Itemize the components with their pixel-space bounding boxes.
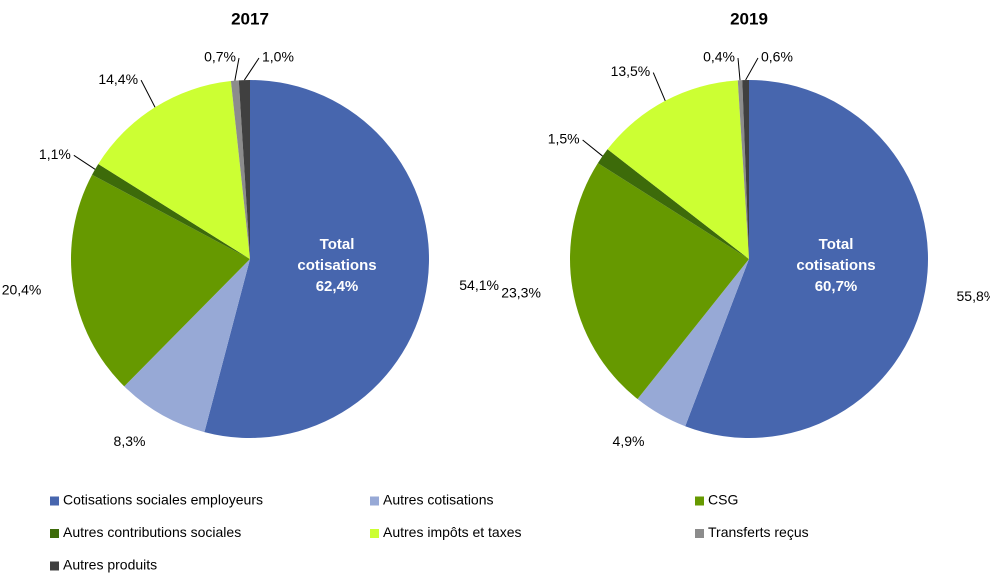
pie-slice [230, 80, 250, 260]
pie-slice [569, 163, 749, 400]
legend-label: Cotisations sociales employeurs [63, 492, 263, 508]
leader-line [234, 57, 240, 81]
legend-label: Autres cotisations [383, 492, 494, 508]
legend-label: Autres contributions sociales [63, 524, 241, 540]
pie-slice [204, 80, 429, 438]
pie-slice [685, 80, 928, 439]
data-label: 8,3% [114, 433, 146, 449]
data-label: 0,6% [761, 49, 793, 65]
pie-slice [92, 164, 250, 259]
leader-line [737, 57, 741, 81]
pie-slice [124, 259, 250, 433]
center-annotation: 60,7% [815, 278, 858, 295]
data-label: 1,1% [39, 146, 71, 162]
center-annotation: 62,4% [316, 278, 359, 295]
legend-label: Autres produits [63, 557, 157, 573]
data-label: 23,3% [501, 285, 541, 301]
data-label: 20,4% [2, 281, 42, 297]
center-annotation: cotisations [796, 257, 875, 274]
data-label: 1,0% [262, 49, 294, 65]
leader-line [652, 72, 666, 102]
pie-slice [607, 80, 749, 260]
data-label: 0,4% [703, 49, 735, 65]
pie-slice [742, 80, 749, 259]
center-annotation: cotisations [297, 257, 376, 274]
legend-swatch [695, 529, 704, 538]
leader-line [582, 139, 603, 157]
data-label: 0,7% [204, 49, 236, 65]
pie-slice [98, 81, 250, 259]
chart-title: 2019 [730, 9, 768, 28]
legend-swatch [695, 496, 704, 506]
leader-line [745, 57, 759, 81]
center-annotation: Total [819, 236, 854, 253]
data-label: 13,5% [611, 63, 651, 79]
data-label: 54,1% [459, 277, 499, 293]
data-label: 1,5% [548, 131, 580, 147]
pie-slice [238, 80, 250, 259]
legend-label: CSG [708, 492, 738, 508]
leader-line [140, 79, 156, 108]
legend-swatch [50, 561, 59, 571]
legend-swatch [50, 529, 59, 538]
legend-swatch [370, 496, 379, 506]
data-label: 14,4% [98, 71, 138, 87]
pie-slice [597, 149, 749, 259]
pie-slice [637, 259, 749, 427]
pie-slice [70, 174, 250, 387]
legend-swatch [50, 496, 59, 506]
data-label: 55,8% [957, 288, 990, 304]
center-annotation: Total [320, 236, 355, 253]
data-label: 4,9% [613, 433, 645, 449]
legend-label: Transferts reçus [708, 524, 809, 540]
chart-title: 2017 [231, 9, 269, 28]
legend-swatch [370, 529, 379, 538]
legend-label: Autres impôts et taxes [383, 524, 522, 540]
leader-line [243, 57, 260, 81]
pie-slice [737, 80, 749, 259]
leader-line [73, 154, 96, 170]
